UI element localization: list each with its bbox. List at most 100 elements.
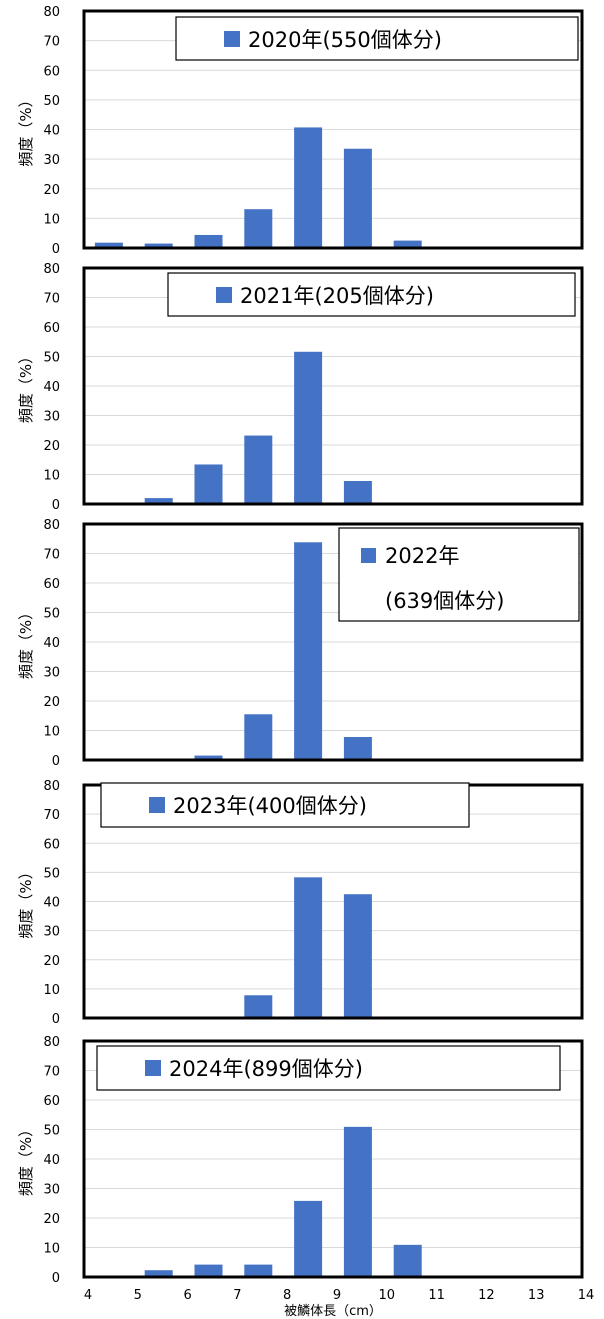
y-tick-label: 40 xyxy=(43,1153,60,1168)
x-tick-label: 7 xyxy=(233,1288,241,1303)
y-tick-label: 10 xyxy=(43,983,60,998)
y-tick-label: 20 xyxy=(43,183,60,198)
x-tick-label: 4 xyxy=(84,1288,92,1303)
bar-7-8 xyxy=(244,435,273,504)
y-tick-label: 10 xyxy=(43,1242,60,1257)
y-tick-label: 0 xyxy=(52,242,60,257)
y-tick-label: 40 xyxy=(43,636,60,651)
y-tick-label: 50 xyxy=(43,1124,60,1139)
y-tick-label: 30 xyxy=(43,1183,60,1198)
x-tick-label: 9 xyxy=(333,1288,341,1303)
y-tick-label: 70 xyxy=(43,292,60,307)
y-tick-label: 60 xyxy=(43,837,60,852)
bar-7-8 xyxy=(244,714,273,760)
y-tick-label: 50 xyxy=(43,351,60,366)
legend-box xyxy=(167,272,576,317)
legend-box xyxy=(175,16,579,61)
y-axis-label: 頻度（%） xyxy=(17,349,35,423)
y-tick-label: 20 xyxy=(43,439,60,454)
y-tick-label: 50 xyxy=(43,607,60,622)
legend-swatch xyxy=(149,797,165,813)
y-tick-label: 0 xyxy=(52,1271,60,1286)
y-tick-label: 20 xyxy=(43,695,60,710)
y-tick-label: 60 xyxy=(43,577,60,592)
x-axis-label: 被鱗体長（cm） xyxy=(284,1304,382,1319)
y-tick-label: 50 xyxy=(43,94,60,109)
bar-5-6 xyxy=(144,1270,173,1277)
bar-4-5 xyxy=(94,242,123,248)
legend-box xyxy=(96,1045,561,1091)
plot-frame xyxy=(82,522,584,762)
legend: 2020年(550個体分) xyxy=(175,16,579,61)
y-tick-label: 80 xyxy=(43,779,60,794)
x-tick-label: 11 xyxy=(428,1288,445,1303)
plot-frame xyxy=(82,9,584,250)
bar-8-9 xyxy=(294,127,323,248)
bar-7-8 xyxy=(244,209,273,248)
x-tick-label: 8 xyxy=(283,1288,291,1303)
y-tick-label: 10 xyxy=(43,725,60,740)
bar-8-9 xyxy=(294,877,323,1018)
y-tick-label: 80 xyxy=(43,518,60,533)
bar-8-9 xyxy=(294,1200,323,1277)
y-axis-label: 頻度（%） xyxy=(17,864,35,938)
x-tick-label: 10 xyxy=(379,1288,396,1303)
x-axis: 4 5 6 7 8 9 10 11 12 13 14 被鱗体長（cm） xyxy=(84,1288,594,1319)
legend-swatch xyxy=(224,31,240,47)
y-tick-label: 50 xyxy=(43,866,60,881)
bar-6-7 xyxy=(194,1264,223,1277)
bar-9-10 xyxy=(343,148,372,248)
y-tick-label: 30 xyxy=(43,925,60,940)
chart-panel-2: 0 10 20 30 40 50 60 70 80 頻度（%） 2021年(205個体分) xyxy=(17,262,584,513)
y-tick-label: 30 xyxy=(43,153,60,168)
bar-8-9 xyxy=(294,351,323,504)
bar-5-6 xyxy=(144,498,173,504)
legend-swatch xyxy=(361,548,376,563)
x-tick-label: 5 xyxy=(134,1288,142,1303)
plot-frame xyxy=(82,1039,584,1279)
legend-text: 2021年(205個体分) xyxy=(240,284,434,308)
bar-9-10 xyxy=(343,480,372,504)
y-tick-label: 0 xyxy=(52,1012,60,1027)
y-axis-label: 頻度（%） xyxy=(17,605,35,679)
x-tick-label: 14 xyxy=(578,1288,595,1303)
y-tick-label: 60 xyxy=(43,64,60,79)
x-tick-label: 13 xyxy=(528,1288,545,1303)
legend-text: 2024年(899個体分) xyxy=(169,1057,363,1081)
y-tick-label: 70 xyxy=(43,35,60,50)
y-tick-label: 10 xyxy=(43,212,60,227)
y-axis-label: 頻度（%） xyxy=(17,1122,35,1196)
legend: 2021年(205個体分) xyxy=(167,272,576,317)
y-tick-label: 40 xyxy=(43,896,60,911)
legend-text: 2020年(550個体分) xyxy=(248,28,442,52)
y-tick-label: 0 xyxy=(52,498,60,513)
y-tick-label: 70 xyxy=(43,808,60,823)
y-tick-label: 70 xyxy=(43,548,60,563)
y-tick-label: 40 xyxy=(43,380,60,395)
bar-8-9 xyxy=(294,542,323,760)
y-axis-label: 頻度（%） xyxy=(17,92,35,166)
chart-panel-1: 0 10 20 30 40 50 60 70 80 頻度（%） 2020年(550個体分) xyxy=(17,5,584,257)
legend-box xyxy=(338,527,580,622)
legend-text: (639個体分) xyxy=(385,589,504,613)
legend-text: 2022年 xyxy=(385,544,459,568)
chart-panel-5: 0 10 20 30 40 50 60 70 80 頻度（%） 2024年(899個体分) xyxy=(17,1035,584,1286)
bar-5-6 xyxy=(144,243,173,248)
y-tick-label: 30 xyxy=(43,666,60,681)
legend-swatch xyxy=(145,1060,161,1076)
x-tick-label: 6 xyxy=(183,1288,191,1303)
bar-9-10 xyxy=(343,1126,372,1277)
y-tick-label: 80 xyxy=(43,262,60,277)
y-tick-label: 60 xyxy=(43,321,60,336)
y-tick-label: 40 xyxy=(43,124,60,139)
legend: 2023年(400個体分) xyxy=(100,782,470,828)
y-tick-label: 20 xyxy=(43,1212,60,1227)
y-tick-label: 80 xyxy=(43,1035,60,1050)
y-tick-label: 80 xyxy=(43,5,60,20)
legend: 2022年 (639個体分) xyxy=(338,527,580,622)
legend-swatch xyxy=(216,287,232,303)
bar-6-7 xyxy=(194,234,223,248)
chart-panel-4: 0 10 20 30 40 50 60 70 80 頻度（%） 2023年(400個体分) xyxy=(17,779,584,1027)
bar-7-8 xyxy=(244,995,273,1018)
